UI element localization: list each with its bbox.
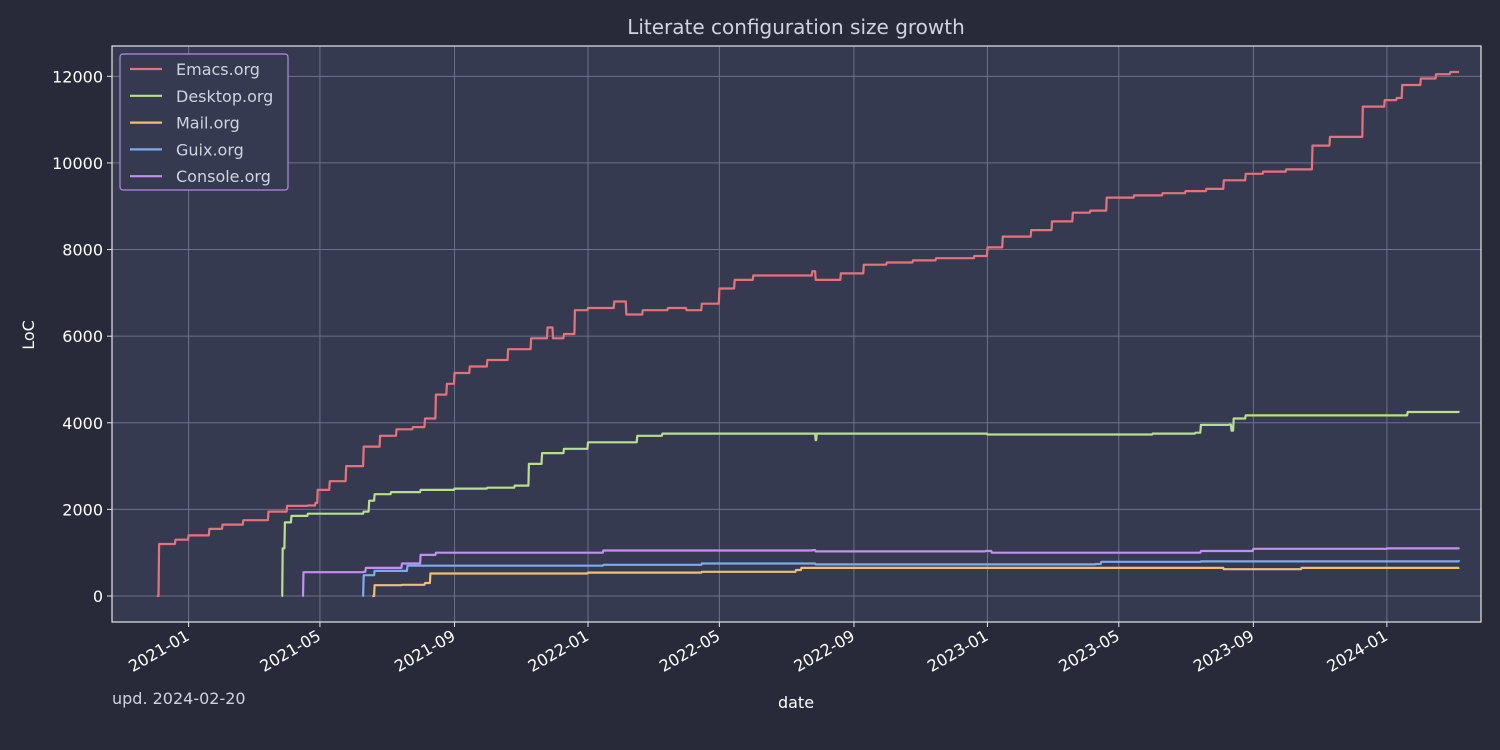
plot-frame xyxy=(111,45,1482,623)
legend-label: Desktop.org xyxy=(176,87,273,106)
x-tick-label: 2024-01 xyxy=(1323,626,1390,676)
plot-area xyxy=(112,46,1481,622)
y-tick-label: 10000 xyxy=(52,154,103,173)
x-tick-label: 2021-05 xyxy=(257,626,324,676)
x-tick-label: 2023-01 xyxy=(924,626,991,676)
legend-label: Mail.org xyxy=(176,114,240,133)
y-tick-label: 2000 xyxy=(62,500,103,519)
y-axis-ticks: 0 2000 4000 6000 8000 10000 12000 xyxy=(52,67,112,606)
series-line-mail-org xyxy=(372,566,1460,598)
series-line-emacs-org xyxy=(156,70,1460,598)
y-tick-label: 4000 xyxy=(62,414,103,433)
series-line-guix-org xyxy=(362,559,1461,598)
update-note: upd. 2024-02-20 xyxy=(112,689,246,708)
x-tick-label: 2023-09 xyxy=(1190,626,1257,676)
legend-label: Console.org xyxy=(176,167,271,186)
legend-label: Guix.org xyxy=(176,140,244,159)
x-tick-label: 2023-05 xyxy=(1055,626,1122,676)
x-axis-ticks: 2021-01 2021-05 2021-09 2022-01 2022-05 2022-… xyxy=(125,622,1391,676)
chart-title: Literate configuration size growth xyxy=(627,15,965,39)
y-tick-label: 8000 xyxy=(62,241,103,260)
x-tick-label: 2021-01 xyxy=(125,626,192,676)
y-axis-label: LoC xyxy=(19,320,38,350)
x-tick-label: 2022-05 xyxy=(656,626,723,676)
x-tick-label: 2021-09 xyxy=(391,626,458,676)
x-tick-label: 2022-09 xyxy=(791,626,858,676)
series-line-desktop-org xyxy=(281,410,1461,598)
y-tick-label: 6000 xyxy=(62,327,103,346)
legend-box xyxy=(119,53,289,191)
legend: Emacs.org Desktop.org Mail.org Guix.org Cons… xyxy=(119,53,289,191)
x-tick-label: 2022-01 xyxy=(525,626,592,676)
y-tick-label: 0 xyxy=(93,587,103,606)
x-axis-label: date xyxy=(778,693,814,712)
series-lines xyxy=(156,70,1461,598)
series-line-console-org xyxy=(301,546,1461,598)
grid-lines xyxy=(112,46,1481,622)
legend-label: Emacs.org xyxy=(176,60,260,79)
y-tick-label: 12000 xyxy=(52,67,103,86)
